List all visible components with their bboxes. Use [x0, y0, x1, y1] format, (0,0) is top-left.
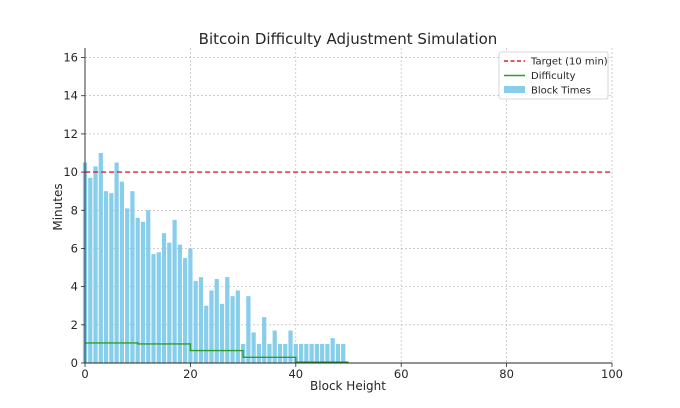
x-tick-label: 40 [288, 367, 303, 381]
tick-labels: 0 20 40 60 80 100 0 2 4 6 8 10 12 14 16 [63, 51, 623, 381]
block-time-bar [156, 252, 161, 363]
block-time-bar [283, 343, 288, 363]
y-tick-label: 0 [71, 356, 78, 370]
block-time-bar [135, 217, 140, 363]
block-time-bar [130, 191, 135, 363]
block-time-bar [103, 191, 109, 363]
block-time-bar [225, 277, 230, 363]
block-time-bar [262, 317, 267, 363]
legend-target-label: Target (10 min) [530, 57, 608, 68]
block-time-bar [183, 258, 188, 363]
block-time-bar [114, 162, 119, 363]
y-axis-label: Minutes [51, 183, 65, 230]
x-tick-label: 20 [183, 367, 198, 381]
block-time-bar [325, 343, 330, 363]
y-tick-label: 4 [71, 280, 78, 294]
block-time-bar [277, 343, 283, 363]
block-time-bar [256, 343, 262, 363]
block-time-bar [314, 343, 319, 363]
block-time-bar [288, 330, 293, 363]
y-tick-label: 16 [63, 51, 78, 65]
block-time-bar [172, 219, 177, 363]
block-time-bar [188, 248, 193, 363]
block-time-bars [82, 153, 346, 363]
block-time-bar [125, 208, 130, 363]
x-tick-label: 60 [394, 367, 409, 381]
block-time-bar [140, 221, 146, 363]
y-tick-label: 12 [63, 127, 78, 141]
block-time-bar [298, 343, 304, 363]
block-time-bar [235, 290, 240, 363]
y-tick-label: 2 [71, 318, 78, 332]
block-time-bar [293, 343, 298, 363]
block-time-bar [109, 193, 114, 363]
block-time-bar [320, 343, 325, 363]
block-time-bar [93, 166, 98, 363]
block-time-bar [330, 338, 335, 363]
block-time-bar [151, 254, 156, 363]
block-time-bar [146, 210, 151, 363]
block-time-bar [161, 233, 167, 363]
block-time-bar [230, 296, 235, 363]
y-tick-label: 8 [71, 203, 78, 217]
block-time-bar [267, 343, 272, 363]
difficulty-line [85, 342, 349, 363]
block-time-bar [209, 290, 214, 363]
block-time-bar [88, 177, 93, 363]
block-time-bar [309, 343, 314, 363]
chart-lines [85, 171, 612, 363]
x-tick-label: 100 [601, 367, 623, 381]
block-time-bar [119, 181, 124, 363]
block-time-bar [204, 305, 209, 363]
legend-box [498, 51, 609, 100]
block-time-bar [167, 242, 172, 363]
block-time-bar [98, 153, 103, 363]
block-time-bar [193, 280, 198, 363]
block-time-bar [272, 330, 277, 363]
block-time-bar [304, 343, 309, 363]
block-time-bar [335, 343, 341, 363]
block-time-bar [246, 296, 251, 363]
block-time-bar [341, 343, 346, 363]
axes [81, 48, 613, 367]
block-time-bar [214, 279, 219, 363]
legend: Target (10 min) Difficulty Block Times [498, 51, 609, 100]
x-tick-label: 80 [499, 367, 514, 381]
legend-difficulty-label: Difficulty [531, 71, 576, 82]
y-tick-label: 14 [63, 89, 78, 103]
x-tick-label: 0 [81, 367, 88, 381]
block-time-bar [251, 332, 256, 363]
legend-block-times-label: Block Times [531, 86, 591, 97]
block-time-bar [177, 244, 182, 363]
block-time-bar [198, 277, 204, 363]
chart-title: Bitcoin Difficulty Adjustment Simulation [199, 30, 498, 48]
legend-block-times-swatch [504, 86, 525, 93]
y-tick-label: 6 [71, 241, 78, 255]
y-tick-label: 10 [63, 165, 78, 179]
x-axis-label: Block Height [310, 379, 386, 393]
block-time-bar [219, 303, 225, 363]
